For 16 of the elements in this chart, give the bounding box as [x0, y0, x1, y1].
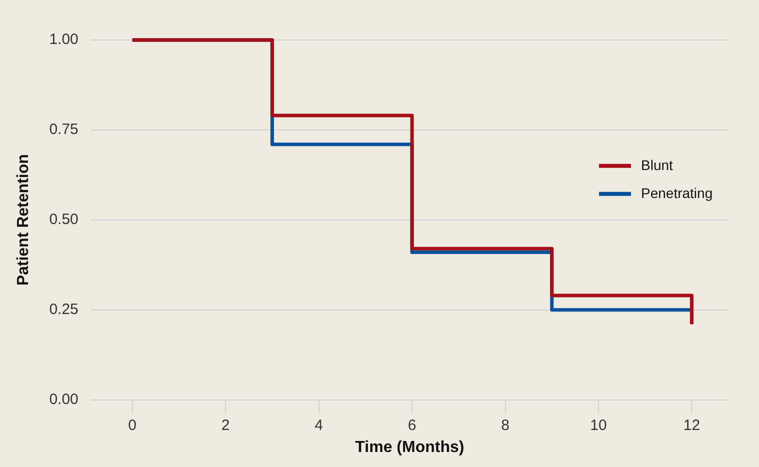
y-tick-label: 0.25	[49, 300, 78, 318]
y-tick-label: 0.00	[49, 390, 78, 408]
y-axis-title: Patient Retention	[15, 154, 32, 286]
x-tick-label: 12	[683, 416, 700, 434]
x-axis-title: Time (Months)	[355, 438, 464, 456]
y-tick-label: 0.75	[49, 121, 78, 138]
x-tick-label: 8	[501, 416, 510, 434]
y-tick-label: 0.50	[49, 211, 78, 228]
y-tick-label: 1.00	[49, 31, 78, 48]
legend-label: Blunt	[641, 156, 674, 173]
x-tick-label: 0	[128, 416, 137, 434]
x-tick-label: 2	[221, 416, 230, 434]
x-tick-label: 4	[314, 416, 323, 434]
x-tick-label: 10	[590, 416, 607, 434]
x-tick-label: 6	[408, 416, 416, 434]
legend-label: Penetrating	[641, 184, 713, 201]
